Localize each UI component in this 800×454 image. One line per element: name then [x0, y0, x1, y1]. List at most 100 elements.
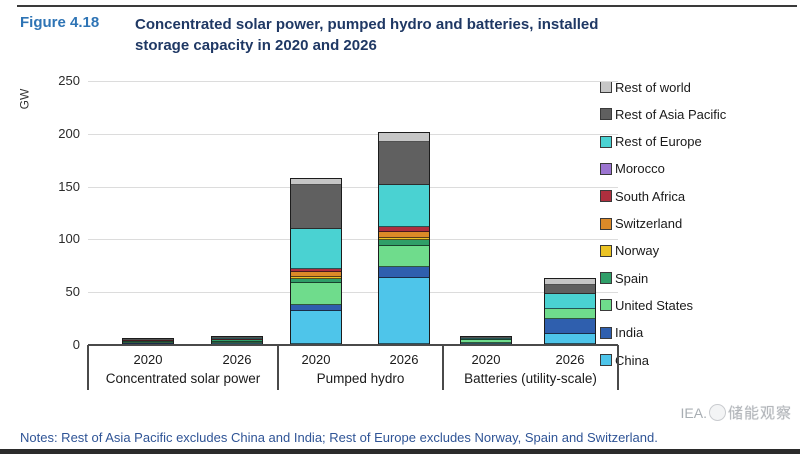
gridline: [88, 133, 618, 135]
stacked-bar: [544, 278, 596, 345]
bar-segment-rest-of-asia-pacific: [379, 141, 429, 186]
source-credit-label: IEA.: [680, 404, 707, 421]
legend-item-rest-of-asia-pacific: Rest of Asia Pacific: [600, 106, 727, 122]
top-rule: [17, 5, 797, 7]
legend-swatch-icon: [600, 135, 612, 148]
bar-segment-united-states: [291, 283, 341, 306]
bar-segment-spain: [123, 340, 173, 343]
x-group-label: Pumped hydro: [316, 371, 405, 386]
y-tick-label: 250: [58, 73, 80, 88]
bar-segment-india: [379, 266, 429, 278]
legend-swatch-icon: [600, 299, 612, 312]
group-divider: [87, 345, 89, 390]
y-tick-label: 0: [72, 337, 80, 352]
legend-label: South Africa: [615, 188, 686, 204]
legend-swatch-icon: [600, 244, 612, 257]
legend-label: Switzerland: [615, 216, 683, 231]
gridline: [88, 239, 618, 241]
bar-segment-china: [545, 333, 595, 344]
legend-swatch-icon: [600, 272, 612, 285]
gridline: [88, 186, 618, 188]
legend-swatch-icon: [600, 108, 612, 121]
legend-label: Morocco: [615, 161, 665, 177]
bar-segment-china: [291, 310, 341, 344]
legend-label: Rest of world: [615, 79, 691, 95]
bar-segment-rest-of-asia-pacific: [291, 185, 341, 230]
bar-segment-china: [461, 342, 511, 344]
x-year-label: 2020: [133, 352, 163, 367]
x-year-label: 2020: [301, 352, 331, 367]
bar-segment-norway: [291, 276, 341, 280]
bar-segment-switzerland: [379, 232, 429, 239]
legend-label: Rest of Asia Pacific: [615, 106, 727, 122]
gridline: [88, 292, 618, 294]
legend-item-china: China: [600, 352, 649, 368]
stacked-bar: [378, 132, 430, 345]
bar-segment-spain: [379, 239, 429, 246]
legend-item-south-africa: South Africa: [600, 188, 686, 204]
bar-segment-rest-of-world: [212, 337, 262, 339]
bar-segment-spain: [212, 339, 262, 342]
y-tick-label: 200: [58, 125, 80, 141]
bar-segment-morocco: [212, 338, 262, 340]
legend-item-india: India: [600, 325, 644, 341]
legend-item-rest-of-europe: Rest of Europe: [600, 134, 702, 149]
legend-swatch-icon: [600, 190, 612, 203]
bar-segment-rest-of-world: [379, 133, 429, 142]
bar-segment-norway: [379, 238, 429, 240]
legend-item-united-states: United States: [600, 297, 694, 313]
y-tick-label: 50: [65, 284, 80, 300]
y-tick-label: 150: [58, 178, 80, 194]
legend-label: United States: [615, 297, 694, 313]
y-tick-label: 100: [58, 231, 80, 247]
legend-swatch-icon: [600, 81, 612, 93]
x-year-label: 2026: [222, 352, 252, 367]
legend-item-switzerland: Switzerland: [600, 216, 683, 231]
bar-segment-china: [212, 343, 262, 344]
legend-item-morocco: Morocco: [600, 161, 665, 177]
legend-label: China: [615, 352, 649, 368]
bar-segment-rest-of-asia-pacific: [461, 337, 511, 339]
bar-segment-united-states: [123, 342, 173, 344]
bar-segment-rest-of-europe: [379, 185, 429, 228]
x-group-label: Concentrated solar power: [105, 371, 261, 386]
legend-label: Norway: [615, 243, 660, 259]
legend-item-rest-of-world: Rest of world: [600, 79, 691, 95]
watermark-logo-icon: [708, 404, 726, 421]
figure-title: Concentrated solar power, pumped hydro a…: [135, 16, 599, 54]
bar-segment-united-states: [379, 245, 429, 267]
bar-segment-rest-of-europe: [545, 293, 595, 310]
bottom-rule: [0, 449, 800, 454]
legend-item-norway: Norway: [600, 243, 660, 259]
stacked-bar: [290, 178, 342, 345]
legend-label: India: [615, 325, 644, 341]
legend-swatch-icon: [600, 354, 612, 366]
legend-swatch-icon: [600, 326, 612, 339]
x-year-label: 2020: [471, 352, 501, 367]
bar-segment-india: [291, 305, 341, 311]
watermark-text: 储能观察: [727, 405, 792, 422]
bar-segment-switzerland: [291, 271, 341, 277]
bar-segment-south-africa: [291, 268, 341, 272]
bar-segment-united-states: [212, 341, 262, 343]
legend-swatch-icon: [600, 217, 612, 230]
bar-segment-rest-of-world: [545, 279, 595, 286]
legend-item-spain: Spain: [600, 270, 649, 286]
y-axis-unit-label: GW: [17, 88, 32, 110]
bar-segment-rest-of-world: [291, 179, 341, 186]
figure-notes: Notes: Rest of Asia Pacific excludes Chi…: [20, 430, 658, 445]
legend-swatch-icon: [600, 162, 612, 175]
bar-segment-united-states: [461, 339, 511, 343]
watermark: IEA. 储能观察: [681, 402, 792, 423]
group-divider: [617, 345, 619, 390]
bar-segment-rest-of-world: [461, 336, 511, 338]
bar-segment-rest-of-asia-pacific: [545, 285, 595, 294]
bar-segment-china: [379, 278, 429, 344]
x-group-label: Batteries (utility-scale): [464, 371, 597, 386]
group-divider: [277, 345, 279, 390]
figure-number-label: Figure 4.18: [20, 14, 100, 31]
x-year-label: 2026: [555, 352, 585, 367]
legend-label: Spain: [615, 270, 649, 286]
bar-segment-united-states: [545, 309, 595, 320]
